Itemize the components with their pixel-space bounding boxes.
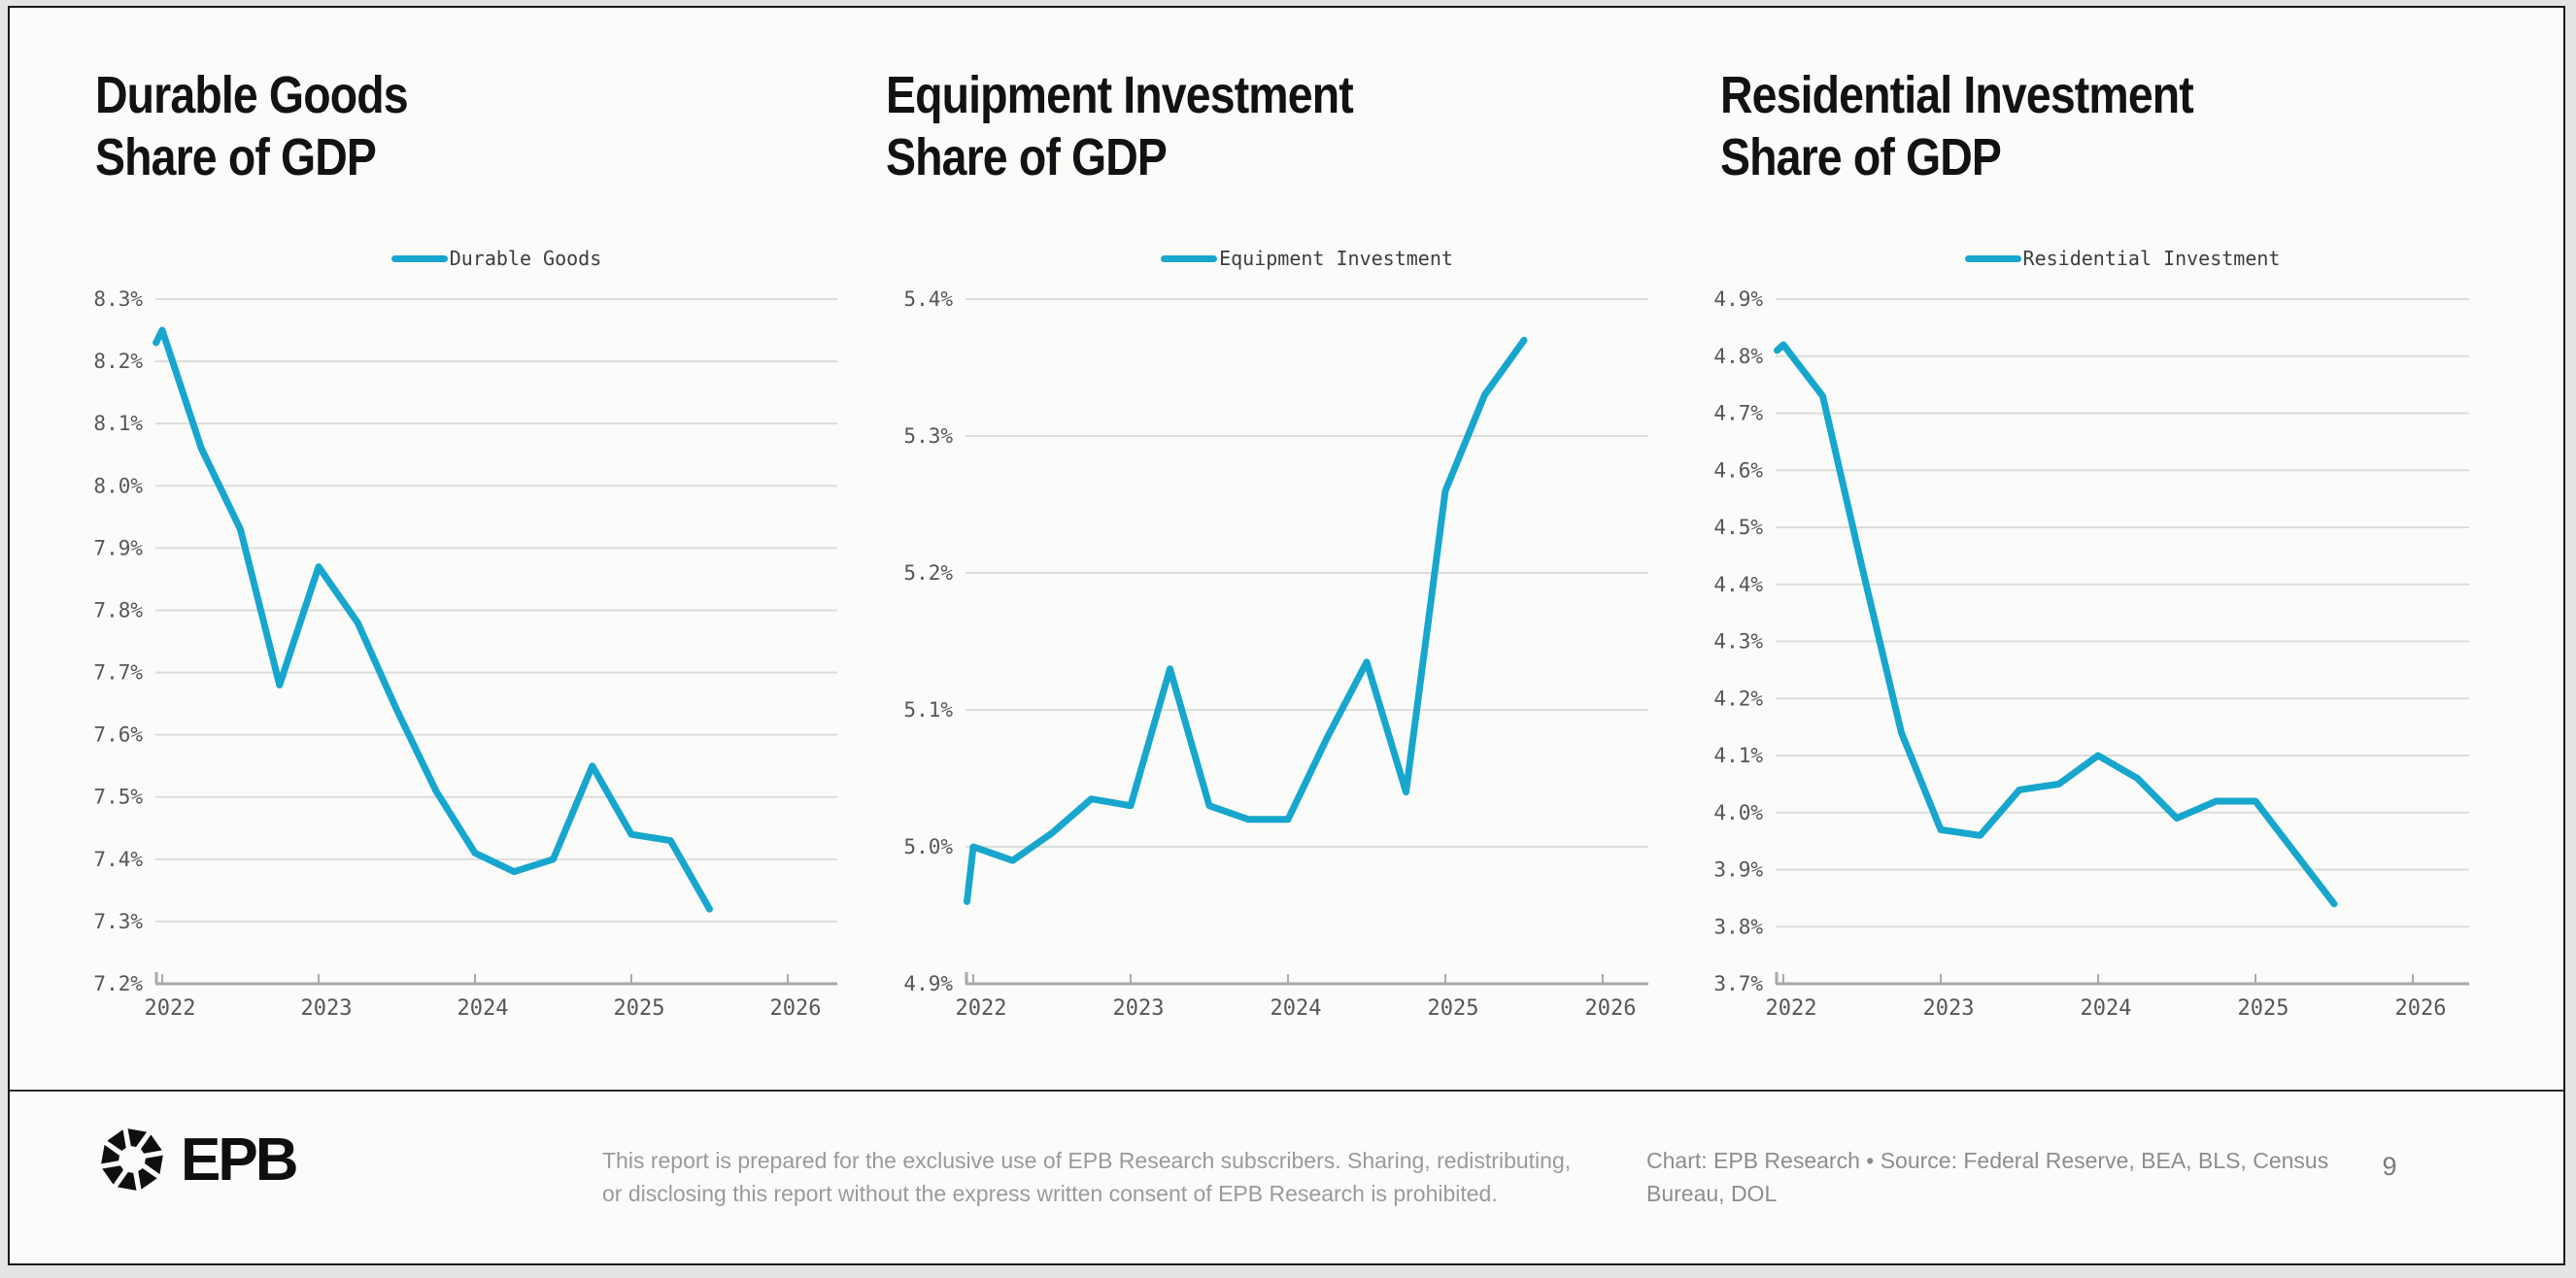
y-tick-label: 7.3%	[93, 910, 143, 933]
x-tick-label: 2022	[1766, 996, 1817, 1021]
title-line-1: Residential Investment	[1720, 66, 2194, 124]
slide: Durable Goods Share of GDP Equipment Inv…	[8, 6, 2565, 1265]
series-line	[153, 326, 713, 913]
legend-line-swatch	[1161, 254, 1218, 262]
title-line-2: Share of GDP	[95, 128, 377, 186]
y-tick-label: 3.7%	[1713, 972, 1763, 995]
y-tick-label: 8.3%	[93, 287, 143, 311]
disclaimer-line-1: This report is prepared for the exclusiv…	[602, 1148, 1572, 1173]
logo-blade	[107, 1129, 126, 1152]
y-tick-label: 7.7%	[93, 661, 143, 685]
x-tick-label: 2022	[956, 996, 1007, 1021]
title-line-2: Share of GDP	[1720, 128, 2002, 186]
x-tick-label: 2022	[145, 996, 196, 1021]
series-line	[964, 336, 1528, 905]
x-tick-label: 2024	[2081, 996, 2132, 1021]
epb-logo: EPB	[97, 1125, 298, 1194]
x-tick-label: 2026	[770, 996, 822, 1021]
y-tick-label: 4.2%	[1713, 687, 1763, 710]
logo-blade	[138, 1167, 157, 1190]
logo-blade	[102, 1165, 124, 1185]
source-line-1: Chart: EPB Research • Source: Federal Re…	[1646, 1148, 2329, 1173]
y-tick-label: 4.7%	[1713, 402, 1763, 425]
epb-logo-text: EPB	[181, 1126, 298, 1194]
disclaimer-line-2: or disclosing this report without the ex…	[602, 1181, 1498, 1206]
x-tick-label: 2023	[1113, 996, 1165, 1021]
y-tick-label: 8.0%	[93, 474, 143, 497]
chart-durable-goods: 8.3% 8.2% 8.1% 8.0% 7.9% 7.8% 7.7% 7.6% 7.5% 7.4%…	[93, 287, 837, 1021]
x-tick-label: 2023	[1923, 996, 1975, 1021]
series-line	[1774, 341, 2338, 908]
legend-line-swatch	[390, 254, 448, 262]
title-line-1: Durable Goods	[95, 66, 409, 124]
x-tick-label: 2025	[1428, 996, 1479, 1021]
y-tick-label: 4.9%	[903, 972, 953, 995]
page-number: 9	[2382, 1152, 2397, 1181]
x-tick-label: 2025	[614, 996, 665, 1021]
y-tick-label: 5.4%	[903, 287, 953, 311]
x-tick-label: 2024	[1271, 996, 1322, 1021]
chart-title-residential-investment: Residential Investment Share of GDP	[1720, 64, 2194, 188]
y-tick-label: 7.9%	[93, 536, 143, 559]
y-tick-label: 4.9%	[1713, 287, 1763, 311]
legend-label: Durable Goods	[449, 247, 602, 270]
y-tick-label: 8.1%	[93, 412, 143, 435]
chart-source-text: Chart: EPB Research • Source: Federal Re…	[1646, 1144, 2346, 1210]
x-tick-label: 2026	[1585, 996, 1637, 1021]
y-tick-label: 4.6%	[1713, 458, 1763, 482]
y-tick-label: 3.9%	[1713, 858, 1763, 882]
x-tick-label: 2023	[301, 996, 353, 1021]
title-line-2: Share of GDP	[886, 128, 1168, 186]
epb-logo-icon	[101, 1128, 163, 1191]
y-tick-label: 7.8%	[93, 598, 143, 622]
legend-label: Residential Investment	[2022, 247, 2281, 270]
y-tick-label: 4.5%	[1713, 516, 1763, 539]
y-tick-label: 8.2%	[93, 350, 143, 373]
disclaimer-text: This report is prepared for the exclusiv…	[602, 1144, 1571, 1210]
y-tick-label: 4.3%	[1713, 630, 1763, 654]
y-tick-label: 4.8%	[1713, 345, 1763, 368]
logo-blade	[117, 1171, 137, 1191]
logo-blade	[101, 1144, 120, 1164]
chart-residential-investment: 4.9% 4.8% 4.7% 4.6% 4.5% 4.4% 4.3% 4.2% 4.1% 4.0%…	[1713, 287, 2469, 1021]
charts-plot-layer: 8.3% 8.2% 8.1% 8.0% 7.9% 7.8% 7.7% 7.6% 7.5% 7.4%…	[93, 287, 2469, 1021]
legend-durable-goods: Durable Goods	[155, 245, 837, 272]
y-tick-label: 7.2%	[93, 972, 143, 995]
y-tick-label: 4.0%	[1713, 801, 1763, 824]
y-tick-label: 4.4%	[1713, 573, 1763, 596]
footer-divider	[10, 1090, 2563, 1092]
y-tick-label: 5.1%	[903, 698, 953, 722]
title-line-1: Equipment Investment	[886, 66, 1354, 124]
chart-title-equipment-investment: Equipment Investment Share of GDP	[886, 64, 1354, 188]
legend-residential-investment: Residential Investment	[1776, 245, 2469, 272]
y-tick-label: 7.6%	[93, 723, 143, 747]
y-tick-label: 5.3%	[903, 424, 953, 448]
source-line-2: Bureau, DOL	[1646, 1181, 1778, 1206]
logo-blade	[144, 1155, 163, 1175]
logo-blade	[140, 1134, 162, 1154]
y-tick-label: 3.8%	[1713, 915, 1763, 938]
y-tick-label: 7.4%	[93, 848, 143, 871]
chart-title-durable-goods: Durable Goods Share of GDP	[95, 64, 409, 188]
x-tick-label: 2025	[2238, 996, 2289, 1021]
legend-equipment-investment: Equipment Investment	[966, 245, 1648, 272]
legend-line-swatch	[1964, 254, 2021, 262]
y-tick-label: 7.5%	[93, 786, 143, 809]
y-tick-label: 4.1%	[1713, 744, 1763, 767]
y-tick-label: 5.0%	[903, 835, 953, 858]
chart-equipment-investment: 5.4% 5.3% 5.2% 5.1% 5.0% 4.9%2022 2023 2024 2025…	[903, 287, 1648, 1021]
x-tick-label: 2024	[458, 996, 509, 1021]
y-tick-label: 5.2%	[903, 561, 953, 585]
legend-label: Equipment Investment	[1219, 247, 1453, 270]
x-tick-label: 2026	[2395, 996, 2447, 1021]
logo-blade	[127, 1128, 148, 1148]
